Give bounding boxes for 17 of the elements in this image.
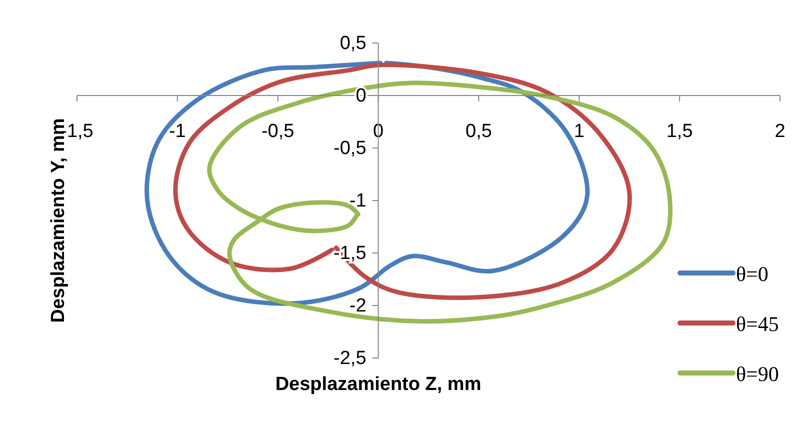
y-tick-label: 0,5 [340,33,366,54]
y-tick-label: -1 [349,190,366,212]
y-tick-label: -0,5 [334,138,366,160]
y-tick-label: -2 [349,296,366,317]
x-tick-label: 2 [774,120,786,142]
x-tick-label: 0,5 [466,120,492,142]
legend-label: θ=0 [736,262,768,286]
x-tick-label: -0,5 [261,120,294,142]
x-tick-label: 1,5 [666,120,693,142]
x-tick-label: -1 [168,120,186,142]
y-tick-label: -2,5 [334,348,366,370]
legend-label: θ=45 [736,312,779,336]
legend-label: θ=90 [736,362,779,386]
x-tick-label: 0 [372,120,384,142]
x-axis-title: Desplazamiento Z, mm [275,374,482,395]
y-tick-label: 0 [356,86,366,107]
x-tick-label: 1 [574,120,584,142]
